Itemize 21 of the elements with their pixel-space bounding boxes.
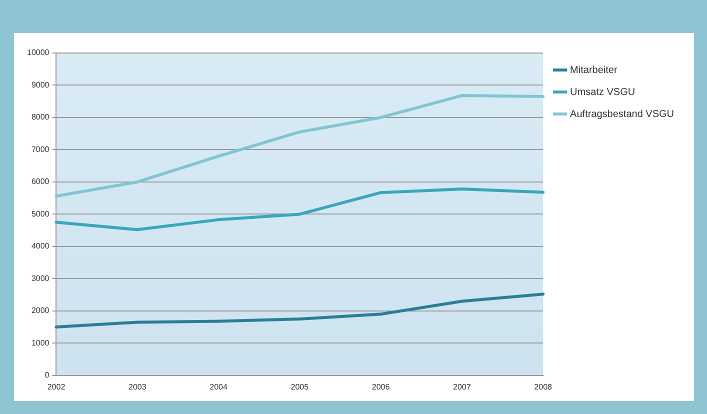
- y-tick-label: 6000: [31, 177, 50, 186]
- y-tick-label: 4000: [31, 242, 50, 251]
- y-tick-label: 7000: [31, 144, 50, 154]
- x-tick-label: 2006: [372, 382, 390, 392]
- legend-label: Mitarbeiter: [570, 64, 618, 76]
- x-tick-label: 2002: [47, 382, 66, 392]
- legend-label: Auftragsbestand VSGU: [570, 108, 674, 120]
- y-tick-label: 10000: [26, 48, 50, 58]
- y-tick-label: 3000: [31, 274, 50, 283]
- y-tick-label: 9000: [31, 80, 50, 90]
- y-tick-label: 2000: [31, 306, 50, 316]
- x-tick-label: 2007: [453, 382, 472, 392]
- y-tick-label: 5000: [31, 209, 50, 218]
- x-tick-label: 2004: [210, 382, 228, 392]
- y-tick-label: 8000: [31, 112, 50, 122]
- x-tick-label: 2008: [534, 382, 553, 392]
- x-tick-label: 2003: [128, 382, 147, 392]
- y-tick-label: 0: [44, 370, 50, 380]
- legend-label: Umsatz VSGU: [570, 86, 636, 98]
- x-tick-label: 2005: [290, 382, 310, 392]
- y-tick-label: 1000: [31, 338, 50, 348]
